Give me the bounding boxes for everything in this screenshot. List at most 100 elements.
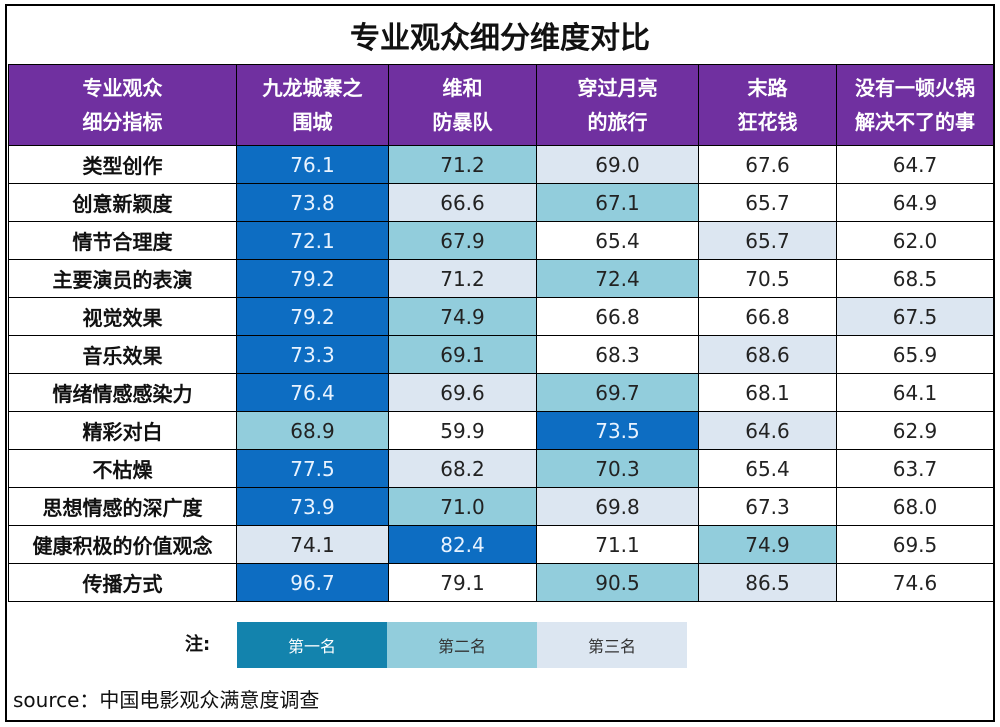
value-cell: 59.9 — [388, 411, 537, 450]
legend: 注: 第一名 第二名 第三名 — [7, 622, 993, 668]
value-cell: 73.8 — [236, 183, 389, 222]
value-cell: 96.7 — [236, 563, 389, 602]
value-cell: 71.2 — [388, 259, 537, 298]
value-cell: 79.1 — [388, 563, 537, 602]
legend-item-first: 第一名 — [237, 622, 387, 668]
value-cell: 63.7 — [836, 449, 994, 488]
value-cell: 64.7 — [836, 145, 994, 184]
chart-frame: 专业观众细分维度对比 专业观众 细分指标 九龙城寨之 围城 维和 — [5, 4, 995, 722]
header-row-label-line2: 细分指标 — [82, 110, 163, 134]
row-label: 思想情感的深广度 — [8, 487, 237, 526]
row-label: 情节合理度 — [8, 221, 237, 260]
header-col-2-line1: 维和 — [442, 76, 483, 100]
comparison-table: 专业观众 细分指标 九龙城寨之 围城 维和 防暴队 穿过月亮 的旅行 末路 — [8, 64, 994, 602]
value-cell: 76.1 — [236, 145, 389, 184]
value-cell: 67.3 — [698, 487, 837, 526]
value-cell: 66.8 — [536, 297, 699, 336]
value-cell: 74.6 — [836, 563, 994, 602]
row-label: 创意新颖度 — [8, 183, 237, 222]
header-col-1-line2: 围城 — [292, 110, 333, 134]
header-col-5: 没有一顿火锅 解决不了的事 — [836, 64, 994, 146]
table-row: 视觉效果 79.2 74.9 66.8 66.8 67.5 — [8, 297, 994, 336]
header-col-3-line2: 的旅行 — [587, 110, 648, 134]
value-cell: 62.0 — [836, 221, 994, 260]
header-col-5-line2: 解决不了的事 — [855, 110, 975, 134]
value-cell: 71.2 — [388, 145, 537, 184]
header-row-label-line1: 专业观众 — [82, 76, 163, 100]
header-col-1: 九龙城寨之 围城 — [236, 64, 389, 146]
value-cell: 79.2 — [236, 297, 389, 336]
table-row: 情节合理度 72.1 67.9 65.4 65.7 62.0 — [8, 221, 994, 260]
value-cell: 66.8 — [698, 297, 837, 336]
value-cell: 65.4 — [698, 449, 837, 488]
value-cell: 66.6 — [388, 183, 537, 222]
value-cell: 65.7 — [698, 221, 837, 260]
header-col-2: 维和 防暴队 — [388, 64, 537, 146]
table-row: 精彩对白 68.9 59.9 73.5 64.6 62.9 — [8, 411, 994, 450]
row-label: 音乐效果 — [8, 335, 237, 374]
header-col-1-line1: 九龙城寨之 — [262, 76, 363, 100]
row-label: 精彩对白 — [8, 411, 237, 450]
chart-title: 专业观众细分维度对比 — [350, 21, 650, 56]
header-row-label: 专业观众 细分指标 — [8, 64, 237, 146]
value-cell: 70.5 — [698, 259, 837, 298]
value-cell: 77.5 — [236, 449, 389, 488]
value-cell: 72.1 — [236, 221, 389, 260]
value-cell: 68.2 — [388, 449, 537, 488]
header-col-2-line2: 防暴队 — [432, 110, 493, 134]
row-label: 视觉效果 — [8, 297, 237, 336]
table-row: 创意新颖度 73.8 66.6 67.1 65.7 64.9 — [8, 183, 994, 222]
source-note: source：中国电影观众满意度调查 — [13, 688, 320, 712]
table-row: 传播方式 96.7 79.1 90.5 86.5 74.6 — [8, 563, 994, 602]
value-cell: 71.1 — [536, 525, 699, 564]
value-cell: 65.4 — [536, 221, 699, 260]
header-col-3-line1: 穿过月亮 — [577, 76, 658, 100]
row-label: 情绪情感感染力 — [8, 373, 237, 412]
value-cell: 69.5 — [836, 525, 994, 564]
row-label: 健康积极的价值观念 — [8, 525, 237, 564]
header-col-4-line2: 狂花钱 — [737, 110, 798, 134]
value-cell: 68.1 — [698, 373, 837, 412]
header-col-4: 末路 狂花钱 — [698, 64, 837, 146]
table-row: 不枯燥 77.5 68.2 70.3 65.4 63.7 — [8, 449, 994, 488]
value-cell: 69.7 — [536, 373, 699, 412]
row-label: 主要演员的表演 — [8, 259, 237, 298]
header-col-4-line1: 末路 — [747, 76, 788, 100]
value-cell: 64.9 — [836, 183, 994, 222]
value-cell: 67.1 — [536, 183, 699, 222]
value-cell: 64.1 — [836, 373, 994, 412]
value-cell: 68.0 — [836, 487, 994, 526]
value-cell: 62.9 — [836, 411, 994, 450]
value-cell: 74.9 — [698, 525, 837, 564]
value-cell: 67.9 — [388, 221, 537, 260]
value-cell: 65.9 — [836, 335, 994, 374]
value-cell: 68.3 — [536, 335, 699, 374]
value-cell: 69.0 — [536, 145, 699, 184]
value-cell: 70.3 — [536, 449, 699, 488]
value-cell: 68.9 — [236, 411, 389, 450]
value-cell: 68.5 — [836, 259, 994, 298]
value-cell: 69.8 — [536, 487, 699, 526]
table-row: 类型创作 76.1 71.2 69.0 67.6 64.7 — [8, 145, 994, 184]
value-cell: 79.2 — [236, 259, 389, 298]
value-cell: 71.0 — [388, 487, 537, 526]
value-cell: 74.1 — [236, 525, 389, 564]
value-cell: 90.5 — [536, 563, 699, 602]
value-cell: 73.5 — [536, 411, 699, 450]
value-cell: 86.5 — [698, 563, 837, 602]
table-row: 健康积极的价值观念 74.1 82.4 71.1 74.9 69.5 — [8, 525, 994, 564]
value-cell: 65.7 — [698, 183, 837, 222]
value-cell: 73.3 — [236, 335, 389, 374]
value-cell: 76.4 — [236, 373, 389, 412]
legend-label: 注: — [185, 634, 211, 655]
header-row: 专业观众 细分指标 九龙城寨之 围城 维和 防暴队 穿过月亮 的旅行 末路 — [8, 64, 994, 146]
header-col-3: 穿过月亮 的旅行 — [536, 64, 699, 146]
table-row: 思想情感的深广度 73.9 71.0 69.8 67.3 68.0 — [8, 487, 994, 526]
legend-item-second: 第二名 — [387, 622, 537, 668]
header-col-5-line1: 没有一顿火锅 — [855, 76, 975, 100]
table-row: 情绪情感感染力 76.4 69.6 69.7 68.1 64.1 — [8, 373, 994, 412]
value-cell: 69.6 — [388, 373, 537, 412]
value-cell: 68.6 — [698, 335, 837, 374]
row-label: 类型创作 — [8, 145, 237, 184]
row-label: 不枯燥 — [8, 449, 237, 488]
